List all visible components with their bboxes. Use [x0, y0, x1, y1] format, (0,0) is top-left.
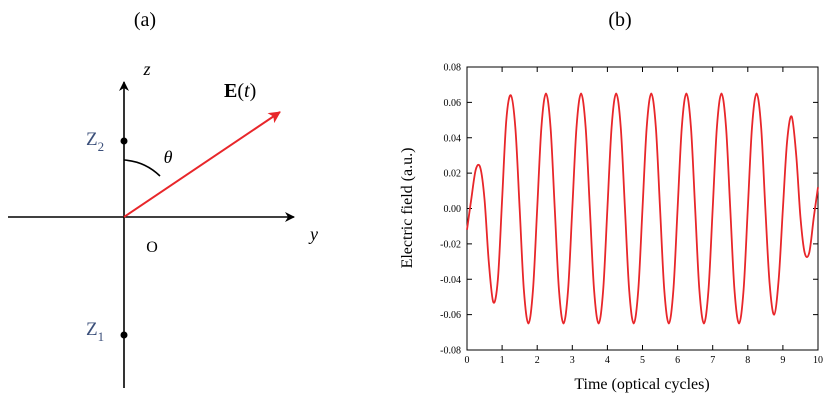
- origin-label: O: [146, 239, 158, 256]
- panel-a-label: (a): [134, 9, 156, 31]
- series-line: [466, 92, 819, 325]
- y-tick-label: 0.06: [444, 98, 462, 109]
- field-vector-label-open: (: [237, 80, 244, 102]
- y-tick-label: -0.04: [440, 275, 461, 286]
- x-tick-label: 5: [640, 355, 645, 366]
- x-ticks: 0 1 2 3 4 5 6 7 8 9 10: [465, 67, 823, 366]
- x-axis-title: Time (optical cycles): [574, 376, 709, 393]
- point-z2-label: Z2: [86, 129, 104, 154]
- y-tick-label: -0.06: [440, 310, 461, 321]
- point-z1-dot: [120, 331, 128, 339]
- x-tick-label: 2: [535, 355, 540, 366]
- panel-a: (a) z y O θ E(t) Z2 Z1: [8, 9, 318, 388]
- z-axis-label: z: [142, 59, 150, 79]
- point-z1-base: Z: [86, 319, 98, 340]
- point-z2-dot: [120, 137, 128, 145]
- y-tick-label: 0.04: [444, 133, 462, 144]
- point-z1-label: Z1: [86, 319, 104, 344]
- field-vector-label: E(t): [224, 80, 256, 102]
- x-tick-label: 4: [605, 355, 610, 366]
- field-vector-label-close: ): [250, 80, 257, 102]
- field-vector-label-e: E: [224, 80, 237, 102]
- y-tick-label: 0.00: [444, 204, 462, 215]
- point-z2-base: Z: [86, 129, 98, 150]
- y-ticks: -0.08 -0.06 -0.04 -0.02 0.00 0.02 0.04 0.06 0.08: [440, 63, 818, 357]
- y-tick-label: -0.02: [440, 239, 461, 250]
- electric-field-chart: 0 1 2 3 4 5 6 7 8 9 10 -0.08 -0.06 -0.04 -0.02 0.00 0.0…: [399, 63, 823, 394]
- x-tick-label: 10: [813, 355, 823, 366]
- x-tick-label: 6: [675, 355, 680, 366]
- field-vector: [123, 111, 281, 218]
- y-axis-title: Electric field (a.u.): [399, 148, 416, 269]
- field-vector-label-t: t: [244, 80, 250, 102]
- x-tick-label: 0: [465, 355, 470, 366]
- y-tick-label: 0.02: [444, 169, 462, 180]
- point-z2-sub: 2: [98, 139, 105, 154]
- angle-label: θ: [164, 147, 173, 167]
- panel-b-label: (b): [608, 9, 631, 31]
- y-tick-label: 0.08: [444, 63, 462, 74]
- x-tick-label: 9: [780, 355, 785, 366]
- x-tick-label: 1: [500, 355, 505, 366]
- x-tick-label: 3: [570, 355, 575, 366]
- panel-b: (b) 0 1 2 3 4 5 6 7 8 9 10 -0.08 -0.06 -0.04 -0.02 0.0…: [399, 9, 823, 393]
- point-z1-sub: 1: [98, 329, 105, 344]
- x-tick-label: 7: [710, 355, 715, 366]
- x-tick-label: 8: [745, 355, 750, 366]
- y-axis-label: y: [308, 224, 318, 244]
- y-tick-label: -0.08: [440, 346, 461, 357]
- angle-arc: [123, 159, 161, 177]
